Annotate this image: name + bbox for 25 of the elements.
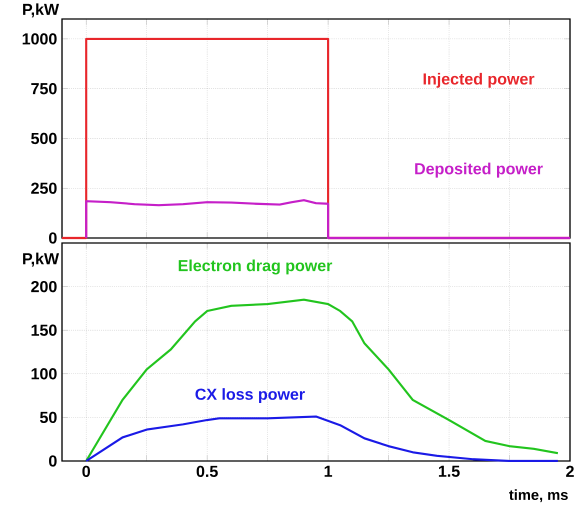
y-tick-label: 100 [32,368,57,380]
text: Deposited power [415,162,543,178]
x-tick-label: 0.5 [196,466,218,478]
y-axis-title: P,kW [23,252,60,267]
y-tick-label: 50 [40,412,57,424]
x-tick-label: 1 [324,466,332,477]
x-axis-title: time, ms [509,489,568,502]
y-axis-title: P,kW [23,3,60,18]
y-tick-label: 150 [32,324,57,336]
y-tick-label: 1000 [22,33,57,45]
x-tick-label: 0 [82,466,90,478]
series-label: Electron drag power [178,259,332,274]
y-tick-label: 0 [49,232,57,244]
text: Injected power [424,72,534,88]
line-series [85,415,559,462]
x-tick-label: 2 [566,466,574,477]
line-series [85,199,572,240]
y-tick-label: 750 [31,83,57,94]
series-label: CX loss power [195,388,305,404]
line-series [85,298,559,462]
y-tick-label: 500 [31,132,57,144]
y-tick-label: 250 [31,182,57,194]
y-tick-label: 200 [31,280,57,292]
y-tick-label: 0 [49,455,57,467]
x-tick-label: 1.5 [438,466,460,477]
